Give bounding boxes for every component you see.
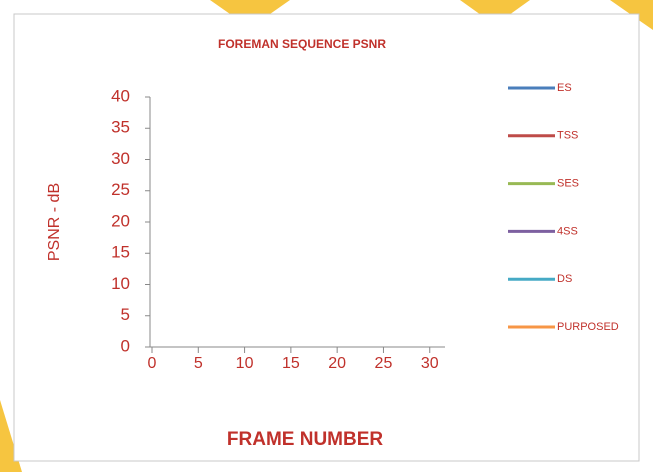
legend-label: PURPOSED [557, 321, 619, 333]
y-tick-label: 0 [121, 336, 130, 355]
x-tick-label: 0 [148, 355, 157, 372]
y-tick-label: 40 [111, 86, 130, 105]
y-tick-label: 30 [111, 149, 130, 168]
y-tick-label: 35 [111, 118, 130, 137]
legend-label: SES [557, 178, 579, 190]
chart-frame [13, 13, 640, 462]
x-tick-label: 20 [328, 355, 346, 372]
x-tick-label: 10 [236, 355, 254, 372]
x-axis-label: FRAME NUMBER [227, 429, 383, 450]
y-axis-label: PSNR - dB [46, 183, 63, 261]
y-tick-label: 15 [111, 243, 130, 262]
legend-label: TSS [557, 130, 578, 142]
y-tick-label: 25 [111, 180, 130, 199]
y-tick-label: 5 [121, 305, 130, 324]
x-tick-label: 30 [421, 355, 439, 372]
decoration [460, 0, 530, 25]
chart-title: FOREMAN SEQUENCE PSNR [218, 37, 386, 51]
legend-label: 4SS [557, 225, 578, 237]
x-tick-label: 15 [282, 355, 300, 372]
legend-label: DS [557, 273, 572, 285]
x-tick-label: 5 [194, 355, 203, 372]
y-tick-label: 10 [111, 274, 130, 293]
x-tick-label: 25 [375, 355, 393, 372]
legend-label: ES [557, 82, 572, 94]
y-tick-label: 20 [111, 211, 130, 230]
